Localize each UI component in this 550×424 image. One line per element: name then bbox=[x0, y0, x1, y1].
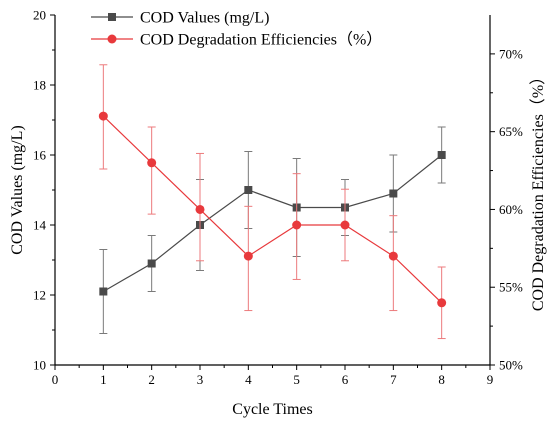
left-tick-label: 20 bbox=[33, 8, 46, 23]
right-tick-label: 70% bbox=[499, 46, 523, 61]
x-tick-label: 9 bbox=[487, 372, 494, 387]
left-tick-label: 16 bbox=[33, 148, 47, 163]
right-tick-label: 55% bbox=[499, 280, 523, 295]
left-tick-label: 18 bbox=[33, 78, 46, 93]
left-tick-label: 14 bbox=[33, 218, 47, 233]
right-tick-label: 50% bbox=[499, 358, 523, 373]
plot-area bbox=[98, 64, 447, 340]
x-tick-label: 6 bbox=[342, 372, 349, 387]
data-point bbox=[437, 151, 446, 159]
x-tick-label: 8 bbox=[438, 372, 445, 387]
data-point bbox=[243, 251, 253, 261]
x-tick-label: 1 bbox=[100, 372, 107, 387]
x-tick-label: 5 bbox=[293, 372, 300, 387]
x-tick-label: 0 bbox=[52, 372, 59, 387]
right-axis-title: COD Degradation Efficiencies（%） bbox=[529, 69, 547, 311]
data-point bbox=[98, 111, 108, 121]
series-line bbox=[102, 115, 443, 304]
data-point bbox=[99, 287, 108, 296]
right-tick-label: 65% bbox=[499, 124, 523, 139]
left-tick-label: 12 bbox=[33, 288, 46, 303]
right-tick-label: 60% bbox=[499, 202, 523, 217]
x-tick-label: 7 bbox=[390, 372, 397, 387]
data-point bbox=[292, 220, 302, 230]
legend-label: COD Degradation Efficiencies（%） bbox=[140, 31, 382, 49]
legend-marker bbox=[108, 13, 116, 21]
data-point bbox=[147, 158, 157, 168]
data-point bbox=[437, 298, 447, 308]
legend-marker bbox=[107, 34, 117, 44]
data-point bbox=[340, 220, 350, 230]
data-point bbox=[244, 186, 253, 194]
series-line bbox=[103, 154, 443, 293]
x-axis-title: Cycle Times bbox=[232, 401, 312, 418]
series-2 bbox=[98, 64, 447, 340]
data-point bbox=[388, 251, 398, 261]
left-tick-label: 10 bbox=[33, 358, 46, 373]
data-point bbox=[195, 204, 205, 214]
legend-label: COD Values (mg/L) bbox=[140, 10, 269, 27]
axes: 0 1 2 3 4 5 6 7 8 910121416182050%55%60%65%70%Cyc… bbox=[9, 8, 547, 419]
left-axis-title: COD Values (mg/L) bbox=[9, 125, 26, 254]
x-tick-label: 3 bbox=[197, 372, 204, 387]
x-tick-label: 4 bbox=[245, 372, 252, 387]
data-point bbox=[147, 259, 156, 268]
legend: COD Values (mg/L) COD Degradation Efficie… bbox=[91, 10, 382, 49]
data-point bbox=[389, 189, 398, 198]
x-tick-label: 2 bbox=[148, 372, 155, 387]
